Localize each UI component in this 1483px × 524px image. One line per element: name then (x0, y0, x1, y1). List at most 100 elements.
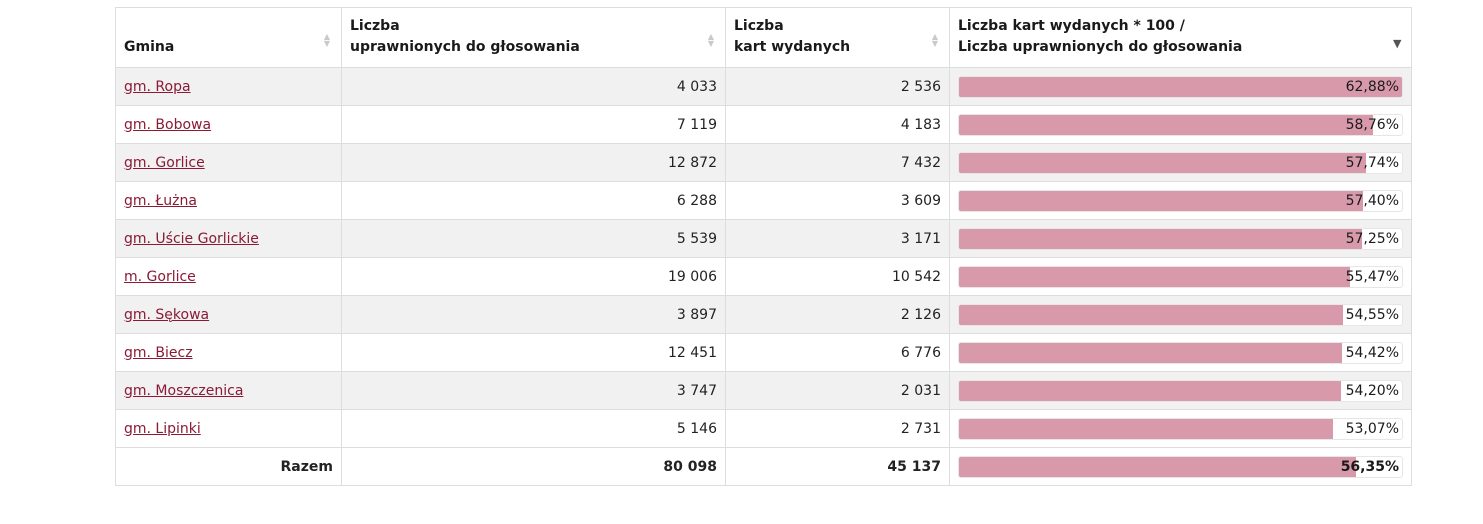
frekwencja-cell: 57,40% (949, 181, 1412, 220)
sort-arrows-icon[interactable]: ▲ ▼ (323, 32, 331, 48)
frekwencja-bar: 57,25% (958, 227, 1403, 250)
frekwencja-bar: 53,07% (958, 417, 1403, 440)
frekwencja-value: 53,07% (1345, 420, 1399, 437)
frekwencja-bar-fill (959, 76, 1402, 97)
table-row: gm. Sękowa 3 897 2 126 54,55% (115, 295, 1412, 334)
gmina-link[interactable]: gm. Gorlice (124, 154, 205, 171)
karty-cell: 6 776 (725, 333, 950, 372)
gmina-cell: gm. Łużna (115, 181, 342, 220)
gmina-link[interactable]: gm. Ropa (124, 78, 191, 95)
karty-cell: 10 542 (725, 257, 950, 296)
uprawnieni-cell: 19 006 (341, 257, 726, 296)
frekwencja-bar: 62,88% (958, 75, 1403, 98)
total-frekwencja-bar: 56,35% (958, 455, 1403, 478)
sort-descending-icon[interactable]: ▼ (1393, 37, 1402, 50)
table-row: gm. Biecz 12 451 6 776 54,42% (115, 333, 1412, 372)
frekwencja-bar-fill (959, 190, 1364, 211)
uprawnieni-cell: 12 451 (341, 333, 726, 372)
karty-cell: 2 731 (725, 409, 950, 448)
gmina-link[interactable]: gm. Uście Gorlickie (124, 230, 259, 247)
frekwencja-bar-fill (959, 418, 1333, 439)
column-header-gmina[interactable]: Gmina ▲ ▼ (115, 7, 342, 68)
gmina-link[interactable]: gm. Moszczenica (124, 382, 244, 399)
column-header-uprawnieni-line2: uprawnionych do głosowania (350, 39, 580, 55)
sort-arrows-icon[interactable]: ▲ ▼ (707, 32, 715, 48)
gmina-cell: m. Gorlice (115, 257, 342, 296)
total-frekwencja-value: 56,35% (1340, 458, 1399, 475)
frekwencja-bar: 54,20% (958, 379, 1403, 402)
frekwencja-value: 55,47% (1345, 268, 1399, 285)
frekwencja-cell: 57,74% (949, 143, 1412, 182)
uprawnieni-cell: 7 119 (341, 105, 726, 144)
frekwencja-bar-fill (959, 304, 1344, 325)
uprawnieni-cell: 4 033 (341, 67, 726, 106)
gmina-cell: gm. Biecz (115, 333, 342, 372)
gmina-link[interactable]: gm. Bobowa (124, 116, 212, 133)
column-header-uprawnieni-line1: Liczba (350, 18, 400, 34)
column-header-karty-line2: kart wydanych (734, 39, 851, 55)
frekwencja-cell: 55,47% (949, 257, 1412, 296)
karty-cell: 2 536 (725, 67, 950, 106)
karty-cell: 3 609 (725, 181, 950, 220)
karty-cell: 4 183 (725, 105, 950, 144)
frekwencja-cell: 53,07% (949, 409, 1412, 448)
table-row: gm. Uście Gorlickie 5 539 3 171 57,25% (115, 219, 1412, 258)
frekwencja-value: 58,76% (1345, 116, 1399, 133)
frekwencja-value: 57,25% (1345, 230, 1399, 247)
frekwencja-value: 54,55% (1345, 306, 1399, 323)
frekwencja-bar: 57,74% (958, 151, 1403, 174)
frekwencja-bar: 58,76% (958, 113, 1403, 136)
frekwencja-value: 54,20% (1345, 382, 1399, 399)
gmina-link[interactable]: gm. Lipinki (124, 420, 201, 437)
sort-arrows-icon[interactable]: ▲ ▼ (931, 32, 939, 48)
frekwencja-bar: 54,55% (958, 303, 1403, 326)
frekwencja-bar-fill (959, 266, 1350, 287)
uprawnieni-cell: 3 897 (341, 295, 726, 334)
frekwencja-cell: 57,25% (949, 219, 1412, 258)
results-table-container: Gmina ▲ ▼ Liczba uprawnionych do głosowan… (115, 7, 1412, 486)
gmina-cell: gm. Uście Gorlickie (115, 219, 342, 258)
total-label: Razem (115, 447, 342, 486)
uprawnieni-cell: 12 872 (341, 143, 726, 182)
table-body: gm. Ropa 4 033 2 536 62,88% gm. Bobowa 7 119 4… (115, 67, 1412, 448)
column-header-frekwencja[interactable]: Liczba kart wydanych * 100 / Liczba upra… (949, 7, 1412, 68)
gmina-cell: gm. Moszczenica (115, 371, 342, 410)
uprawnieni-cell: 5 146 (341, 409, 726, 448)
column-header-frekwencja-line1: Liczba kart wydanych * 100 / (958, 18, 1185, 34)
frekwencja-bar-fill (959, 114, 1373, 135)
total-frekwencja-bar-fill (959, 456, 1356, 477)
column-header-uprawnieni[interactable]: Liczba uprawnionych do głosowania ▲ ▼ (341, 7, 726, 68)
gmina-link[interactable]: gm. Biecz (124, 344, 193, 361)
frekwencja-cell: 54,55% (949, 295, 1412, 334)
karty-cell: 7 432 (725, 143, 950, 182)
frekwencja-bar-fill (959, 228, 1363, 249)
table-row: gm. Łużna 6 288 3 609 57,40% (115, 181, 1412, 220)
gmina-link[interactable]: gm. Łużna (124, 192, 197, 209)
column-header-frekwencja-line2: Liczba uprawnionych do głosowania (958, 39, 1243, 55)
uprawnieni-cell: 3 747 (341, 371, 726, 410)
table-row: gm. Gorlice 12 872 7 432 57,74% (115, 143, 1412, 182)
table-row: gm. Bobowa 7 119 4 183 58,76% (115, 105, 1412, 144)
gmina-link[interactable]: m. Gorlice (124, 268, 196, 285)
table-row: gm. Ropa 4 033 2 536 62,88% (115, 67, 1412, 106)
gmina-cell: gm. Sękowa (115, 295, 342, 334)
column-header-karty[interactable]: Liczba kart wydanych ▲ ▼ (725, 7, 950, 68)
frekwencja-value: 54,42% (1345, 344, 1399, 361)
table-row: gm. Lipinki 5 146 2 731 53,07% (115, 409, 1412, 448)
total-uprawnieni: 80 098 (341, 447, 726, 486)
karty-cell: 3 171 (725, 219, 950, 258)
gmina-cell: gm. Bobowa (115, 105, 342, 144)
frekwencja-bar: 54,42% (958, 341, 1403, 364)
total-row: Razem 80 098 45 137 56,35% (115, 447, 1412, 486)
table-footer: Razem 80 098 45 137 56,35% (115, 447, 1412, 486)
total-karty: 45 137 (725, 447, 950, 486)
uprawnieni-cell: 5 539 (341, 219, 726, 258)
table-row: gm. Moszczenica 3 747 2 031 54,20% (115, 371, 1412, 410)
frekwencja-bar-fill (959, 342, 1343, 363)
frekwencja-cell: 54,42% (949, 333, 1412, 372)
column-header-karty-line1: Liczba (734, 18, 784, 34)
karty-cell: 2 031 (725, 371, 950, 410)
gmina-link[interactable]: gm. Sękowa (124, 306, 210, 323)
karty-cell: 2 126 (725, 295, 950, 334)
frekwencja-value: 57,74% (1345, 154, 1399, 171)
